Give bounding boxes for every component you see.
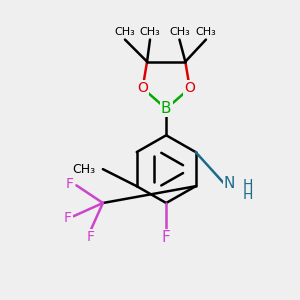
Text: CH₃: CH₃ <box>140 27 160 37</box>
Text: O: O <box>137 81 148 95</box>
Text: H: H <box>243 178 253 192</box>
Text: F: F <box>162 230 171 245</box>
Text: F: F <box>87 230 95 244</box>
Text: B: B <box>161 101 171 116</box>
Text: N: N <box>224 176 235 191</box>
Text: CH₃: CH₃ <box>169 27 190 37</box>
Text: O: O <box>184 81 195 95</box>
Text: CH₃: CH₃ <box>72 163 95 176</box>
Text: CH₃: CH₃ <box>196 27 216 37</box>
Text: CH₃: CH₃ <box>115 27 135 37</box>
Text: H: H <box>243 188 253 202</box>
Text: F: F <box>64 211 72 225</box>
Text: F: F <box>66 177 74 191</box>
